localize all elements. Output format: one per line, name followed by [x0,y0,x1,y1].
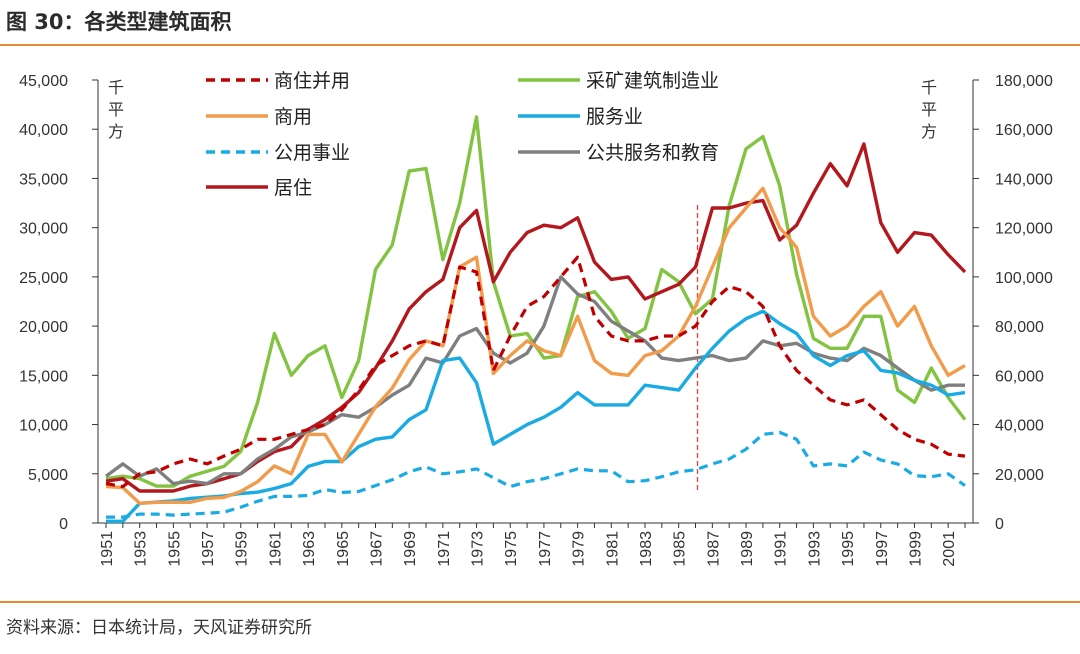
bottom-rule [0,601,1080,603]
left-tick-label: 10,000 [19,418,68,435]
right-tick-label: 80,000 [995,319,1044,336]
right-tick-label: 160,000 [995,122,1053,139]
right-tick-label: 20,000 [995,467,1044,484]
x-tick-label: 1967 [368,531,385,567]
left-tick-label: 25,000 [19,270,68,287]
right-tick-label: 180,000 [995,73,1053,90]
x-tick-label: 1993 [806,531,823,567]
x-tick-label: 1965 [335,531,352,567]
right-axis-unit-label: 千平方 [921,78,937,141]
x-tick-label: 1977 [537,531,554,567]
legend-label: 服务业 [586,106,643,128]
right-tick-label: 140,000 [995,171,1053,188]
x-tick-label: 1961 [267,531,284,567]
legend-label: 商用 [274,106,312,128]
series-line [106,309,966,523]
right-tick-label: 60,000 [995,368,1044,385]
left-tick-label: 35,000 [19,171,68,188]
chart: 0 5,000 10,000 15,000 20,000 25,000 30,000 35,0… [19,70,1053,567]
x-tick-label: 1981 [604,531,621,567]
right-tick-label: 0 [995,516,1004,533]
x-tick-label: 1999 [907,531,924,567]
left-axis-unit-label: 千平方 [108,78,124,141]
x-tick-label: 1963 [301,531,318,567]
left-tick-label: 15,000 [19,368,68,385]
x-tick-label: 1997 [874,531,891,567]
figure-title: 图 30：各类型建筑面积 [6,10,232,34]
legend-label: 居住 [274,177,312,199]
x-tick-label: 1955 [166,531,183,567]
legend-label: 采矿建筑制造业 [586,70,719,92]
x-tick-label: 1951 [99,531,116,567]
x-tick-label: 1979 [571,531,588,567]
x-tick-label: 1953 [133,531,150,567]
right-tick-label: 40,000 [995,418,1044,435]
series-line [105,255,966,489]
left-tick-label: 45,000 [19,73,68,90]
x-tick-label: 1989 [739,531,756,567]
right-tick-label: 120,000 [995,221,1053,238]
right-tick-label: 100,000 [995,270,1053,287]
left-tick-label: 5,000 [28,467,68,484]
top-rule [0,44,1080,46]
x-tick-label: 1991 [773,531,790,567]
legend-label: 公共服务和教育 [586,142,719,164]
left-tick-label: 0 [59,516,68,533]
x-tick-label: 1995 [840,531,857,567]
legend-label: 商住并用 [274,70,350,92]
series-line [105,186,966,505]
x-tick-label: 1969 [402,531,419,567]
x-tick-label: 2001 [941,531,958,567]
left-tick-label: 30,000 [19,221,68,238]
source-note: 资料来源：日本统计局，天风证券研究所 [6,618,312,638]
x-tick-label: 1987 [705,531,722,567]
left-tick-label: 40,000 [19,122,68,139]
x-tick-label: 1975 [503,531,520,567]
x-tick-label: 1959 [234,531,251,567]
series-line [105,142,967,493]
x-tick-label: 1983 [638,531,655,567]
left-tick-label: 20,000 [19,319,68,336]
x-tick-label: 1973 [470,531,487,567]
series-line [104,275,965,486]
legend-label: 公用事业 [274,142,350,164]
x-tick-label: 1971 [436,531,453,567]
x-tick-label: 1957 [200,531,217,567]
x-tick-label: 1985 [672,531,689,567]
